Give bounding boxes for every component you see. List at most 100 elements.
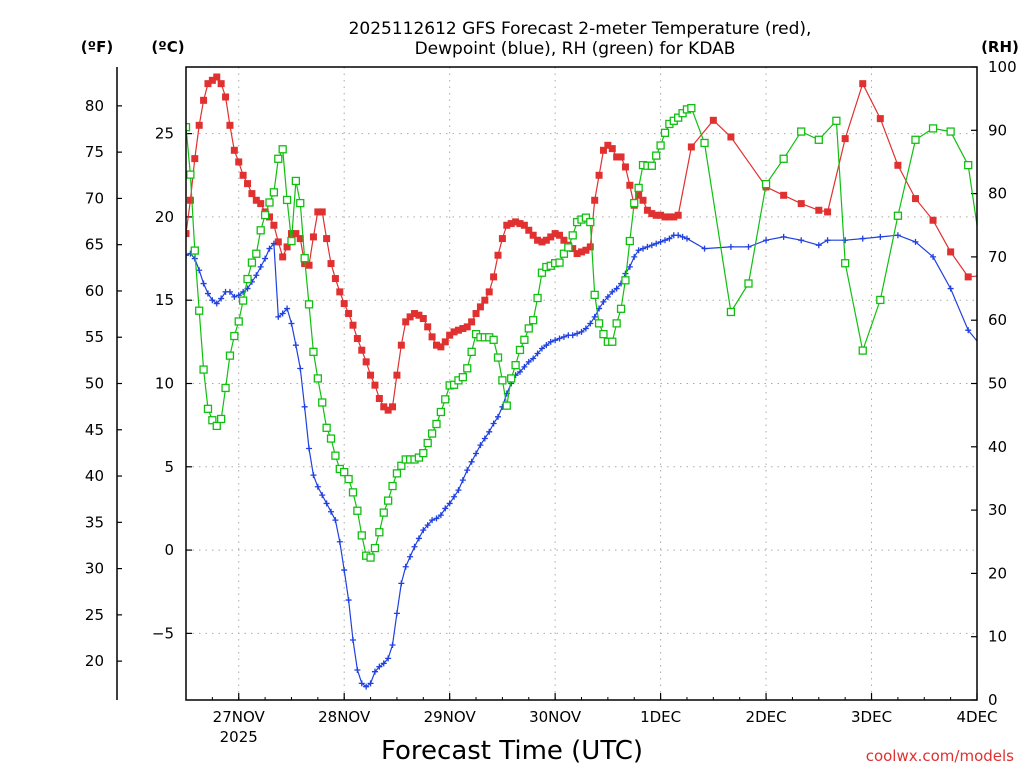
dewpoint-point (644, 243, 651, 250)
dewpoint-point (763, 237, 770, 244)
temperature-point (406, 313, 414, 321)
temperature-point (512, 218, 520, 226)
rh-point (419, 448, 428, 458)
dewpoint-point (859, 235, 866, 242)
dewpoint-point (947, 285, 954, 292)
temperature-point (894, 161, 902, 169)
temperature-point (389, 403, 397, 411)
temperature-point (560, 236, 568, 244)
temperature-point (450, 328, 458, 336)
temperature-point (327, 260, 335, 268)
temperature-point (578, 248, 585, 256)
rh-point (274, 154, 283, 163)
temperature-point (982, 272, 989, 279)
temperature-point (1017, 273, 1024, 280)
temperature-point (841, 135, 849, 143)
dewpoint-point (332, 517, 339, 524)
dewpoint-point (341, 567, 348, 574)
rh-point (893, 211, 903, 220)
rh-point (190, 246, 199, 255)
dewpoint-point (582, 325, 589, 332)
dewpoint-point (429, 517, 436, 524)
dewpoint-point (367, 680, 374, 687)
dewpoint-point (468, 458, 475, 465)
rh-point (832, 116, 841, 125)
x-tick-label: 29NOV (424, 708, 477, 726)
plot-frame (185, 66, 978, 701)
dewpoint-point (473, 450, 480, 457)
rh-point (621, 276, 630, 285)
temperature-point (270, 221, 278, 229)
dewpoint-point (648, 242, 655, 249)
rh-point (630, 198, 639, 208)
dewpoint-point (297, 365, 304, 372)
rh-point (599, 329, 608, 339)
dewpoint-point (301, 403, 308, 410)
temperature-point (437, 343, 445, 351)
rh-point (489, 335, 498, 344)
dewpoint-point (257, 263, 264, 270)
temperature-point (208, 76, 216, 84)
temperature-point (516, 220, 524, 228)
rh-tick-label: 30 (988, 501, 1007, 519)
temperature-point (239, 171, 247, 179)
temperature-point (547, 233, 555, 241)
temperature-point (573, 250, 581, 258)
dewpoint-point (912, 238, 919, 245)
rh-tick-label: 20 (988, 564, 1007, 582)
dewpoint-point (196, 267, 203, 274)
dewpoint-point (270, 240, 277, 247)
temperature-point (494, 251, 502, 259)
temperature-point (195, 121, 203, 129)
dewpoint-point (824, 237, 831, 244)
temperature-point (586, 243, 594, 251)
rh-point (322, 423, 331, 432)
rh-point (911, 135, 920, 144)
dewpoint-point (560, 333, 567, 340)
dewpoint-point (727, 243, 734, 250)
dewpoint-point (319, 492, 326, 499)
dewpoint-point (481, 435, 488, 442)
temperature-point (824, 208, 832, 216)
fahrenheit-tick-label: 35 (85, 513, 104, 531)
rh-series (186, 103, 977, 562)
dewpoint-point (284, 305, 291, 312)
dewpoint-point (389, 642, 396, 649)
temperature-point (643, 206, 651, 214)
temperature-point (648, 210, 656, 218)
rh-point (392, 469, 402, 478)
temperature-point (608, 145, 616, 153)
dewpoint-point (231, 293, 238, 300)
temperature-point (604, 141, 612, 149)
temperature-point (859, 80, 867, 88)
rh-point (524, 324, 533, 333)
temperature-point (534, 236, 542, 244)
rh-point (282, 195, 292, 205)
temperature-point (468, 318, 476, 326)
dewpoint-point (200, 280, 207, 287)
series-layer (186, 73, 1024, 690)
dewpoint-point (521, 363, 528, 370)
dewpoint-point (420, 527, 427, 534)
rh-point (625, 236, 634, 246)
rh-point (243, 274, 252, 284)
dewpoint-point (455, 487, 462, 494)
temperature-point (481, 296, 489, 304)
rh-point (318, 398, 327, 407)
dewpoint-point (376, 663, 383, 670)
dewpoint-point (398, 580, 405, 587)
temperature-series (186, 73, 1024, 414)
rh-unit-label: (RH) (981, 38, 1019, 56)
temperature-point (226, 121, 234, 129)
rh-point (247, 258, 257, 267)
temperature-point (415, 311, 423, 319)
rh-tick-label: 10 (988, 628, 1007, 646)
dewpoint-point (1018, 417, 1024, 423)
rh-point (458, 373, 468, 382)
temperature-point (463, 323, 471, 331)
dewpoint-point (516, 368, 523, 375)
dewpoint-point (600, 298, 607, 305)
dewpoint-point (701, 245, 708, 252)
dewpoint-point (402, 563, 409, 570)
rh-point (564, 243, 573, 252)
